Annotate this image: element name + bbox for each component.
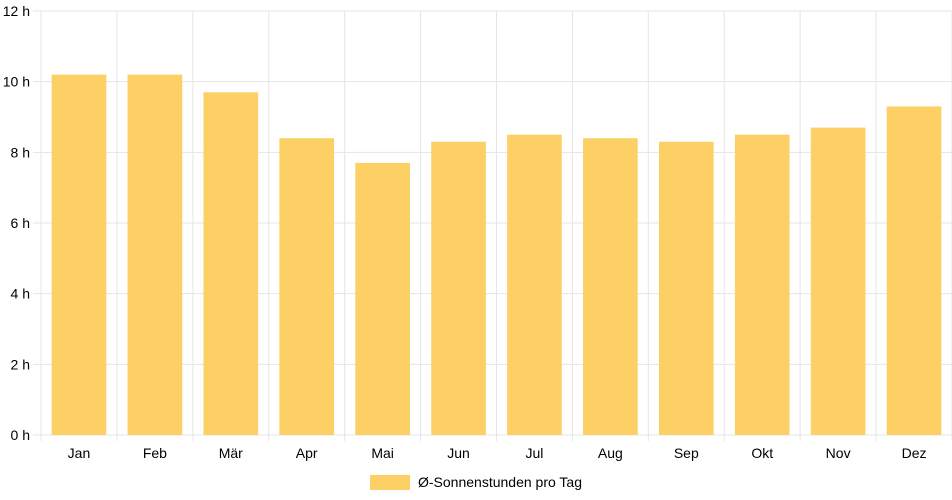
x-tick-label: Feb	[143, 445, 167, 461]
bar[interactable]	[203, 92, 259, 436]
y-tick-label: 2 h	[11, 356, 30, 372]
x-tick-label: Sep	[674, 445, 699, 461]
x-tick-label: Aug	[598, 445, 623, 461]
x-tick-label: Dez	[902, 445, 927, 461]
bar[interactable]	[886, 106, 942, 436]
y-tick-label: 0 h	[11, 427, 30, 443]
bars	[51, 74, 942, 436]
bar[interactable]	[279, 138, 335, 435]
x-tick-label: Mär	[219, 445, 243, 461]
x-tick-label: Jul	[526, 445, 544, 461]
bar[interactable]	[355, 162, 410, 435]
y-tick-label: 6 h	[11, 215, 30, 231]
y-tick-label: 10 h	[3, 74, 30, 90]
bar[interactable]	[431, 141, 486, 435]
bar[interactable]	[51, 74, 107, 435]
y-tick-label: 8 h	[11, 144, 30, 160]
grid	[33, 10, 952, 441]
axes: 0 h 2 h 4 h 6 h 8 h 10 h 12 h Jan Feb Mär Apr Mai Ju…	[3, 3, 927, 461]
bar[interactable]	[810, 127, 866, 435]
x-tick-label: Mai	[371, 445, 394, 461]
x-tick-label: Apr	[296, 445, 318, 461]
x-tick-label: Jan	[68, 445, 91, 461]
bar[interactable]	[734, 134, 790, 435]
bar[interactable]	[658, 141, 714, 435]
y-tick-label: 4 h	[11, 286, 30, 302]
bar[interactable]	[583, 138, 638, 435]
bar[interactable]	[507, 134, 562, 435]
legend[interactable]: Ø-Sonnenstunden pro Tag	[370, 474, 582, 490]
x-tick-label: Nov	[826, 445, 851, 461]
y-tick-label: 12 h	[3, 3, 30, 19]
legend-label[interactable]: Ø-Sonnenstunden pro Tag	[418, 474, 582, 490]
legend-swatch[interactable]	[370, 475, 410, 490]
bar[interactable]	[127, 74, 183, 435]
x-tick-label: Jun	[447, 445, 470, 461]
x-tick-label: Okt	[751, 445, 773, 461]
